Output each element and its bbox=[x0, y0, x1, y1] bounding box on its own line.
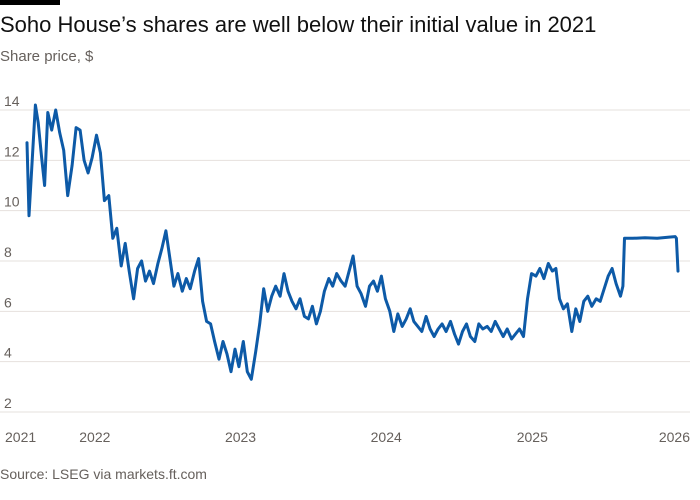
y-tick-label: 12 bbox=[4, 143, 20, 159]
brand-bar bbox=[0, 0, 60, 5]
chart-subtitle: Share price, $ bbox=[0, 48, 94, 65]
y-tick-label: 6 bbox=[4, 294, 12, 310]
chart-title: Soho House’s shares are well below their… bbox=[0, 12, 597, 37]
y-tick-label: 4 bbox=[4, 345, 12, 361]
x-tick-label: 2021 bbox=[5, 429, 36, 445]
y-tick-label: 8 bbox=[4, 244, 12, 260]
y-axis-ticks: 2 4 6 8 10 12 14 bbox=[4, 93, 20, 411]
x-tick-label: 2026 bbox=[659, 429, 690, 445]
y-tick-label: 2 bbox=[4, 395, 12, 411]
x-tick-label: 2025 bbox=[517, 429, 548, 445]
x-tick-label: 2024 bbox=[371, 429, 402, 445]
share-price-line bbox=[25, 103, 680, 381]
x-tick-label: 2022 bbox=[79, 429, 110, 445]
y-tick-label: 14 bbox=[4, 93, 20, 109]
x-tick-label: 2023 bbox=[225, 429, 256, 445]
source-note: Source: LSEG via markets.ft.com bbox=[0, 466, 207, 482]
x-axis-ticks: 2021 2022 2023 2024 2025 2026 bbox=[5, 429, 690, 445]
y-tick-label: 10 bbox=[4, 194, 20, 210]
grid-lines bbox=[0, 109, 690, 413]
